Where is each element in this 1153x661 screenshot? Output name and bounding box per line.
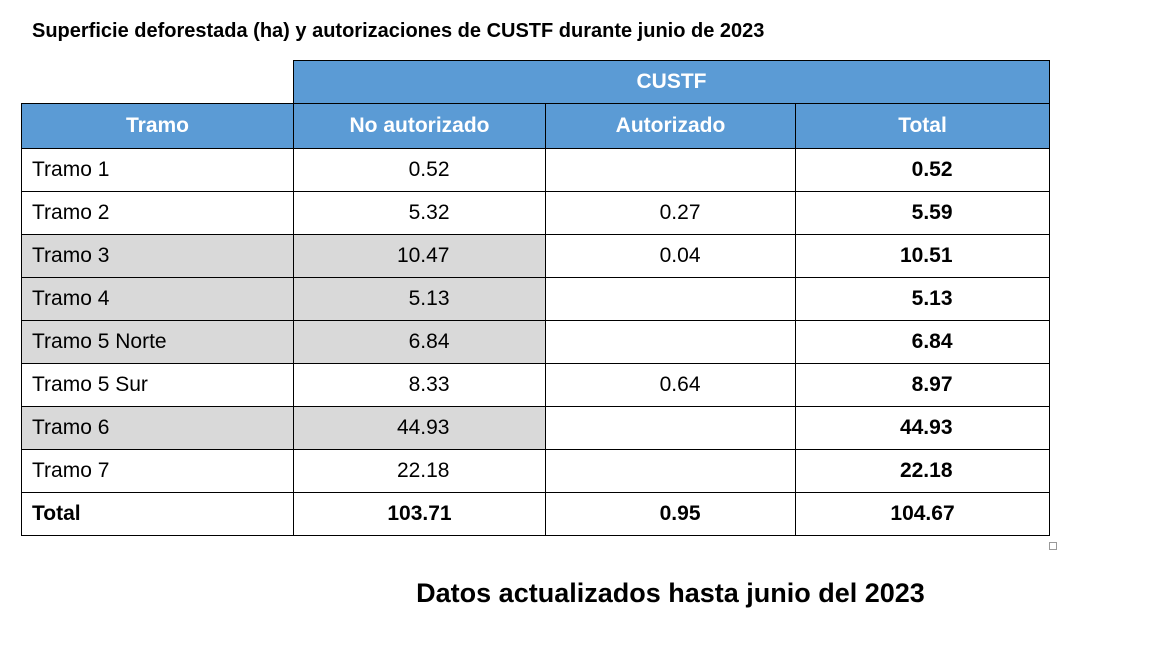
cell-total: 44.93 bbox=[794, 406, 1051, 450]
cell-tramo: Tramo 5 Sur bbox=[21, 363, 294, 407]
table-row: Tramo 7 22.18 22.18 bbox=[21, 449, 1051, 493]
value-total: 10.51 bbox=[899, 244, 953, 267]
cell-autorizado: 0.27 bbox=[545, 191, 796, 235]
cell-tramo: Tramo 2 bbox=[21, 191, 294, 235]
cell-tramo: Tramo 4 bbox=[21, 277, 294, 321]
column-header-no-autorizado: No autorizado bbox=[293, 103, 546, 149]
column-header-autorizado: Autorizado bbox=[545, 103, 796, 149]
value-total: 5.59 bbox=[911, 201, 953, 224]
table-row: Tramo 5 Sur 8.33 0.64 8.97 bbox=[21, 363, 1051, 407]
cell-total: 10.51 bbox=[794, 234, 1051, 278]
value-no-autorizado: 5.13 bbox=[408, 287, 450, 310]
cell-no-autorizado: 8.33 bbox=[293, 363, 546, 407]
group-header-row: CUSTF bbox=[21, 60, 1051, 104]
cell-no-autorizado: 22.18 bbox=[293, 449, 546, 493]
total-autorizado: 0.95 bbox=[545, 492, 796, 536]
value-no-autorizado: 6.84 bbox=[408, 330, 450, 353]
cell-tramo: Tramo 3 bbox=[21, 234, 294, 278]
cell-total: 22.18 bbox=[794, 449, 1051, 493]
value-autorizado: 0.64 bbox=[659, 373, 701, 396]
value-no-autorizado: 8.33 bbox=[408, 373, 450, 396]
column-header-tramo: Tramo bbox=[21, 103, 294, 149]
value-no-autorizado: 22.18 bbox=[396, 459, 450, 482]
cell-tramo: Tramo 6 bbox=[21, 406, 294, 450]
value-no-autorizado: 10.47 bbox=[396, 244, 450, 267]
value-total: 0.52 bbox=[911, 158, 953, 181]
total-total-value: 104.67 bbox=[890, 502, 955, 525]
footnote: Datos actualizados hasta junio del 2023 bbox=[416, 578, 925, 608]
value-total: 22.18 bbox=[899, 459, 953, 482]
cell-no-autorizado: 5.32 bbox=[293, 191, 546, 235]
cell-total: 5.13 bbox=[794, 277, 1051, 321]
value-autorizado: 0.04 bbox=[659, 244, 701, 267]
cell-no-autorizado: 44.93 bbox=[293, 406, 546, 450]
value-total: 6.84 bbox=[911, 330, 953, 353]
cell-total: 0.52 bbox=[794, 148, 1051, 192]
total-label: Total bbox=[21, 492, 294, 536]
table-row: Tramo 3 10.47 0.04 10.51 bbox=[21, 234, 1051, 278]
cell-autorizado: 0.04 bbox=[545, 234, 796, 278]
table-row: Tramo 6 44.93 44.93 bbox=[21, 406, 1051, 450]
table-row: Tramo 1 0.52 0.52 bbox=[21, 148, 1051, 192]
deforestation-table: CUSTF Tramo No autorizado Autorizado Tot… bbox=[21, 60, 1051, 536]
table-body: Tramo 1 0.52 0.52 Tramo 2 5.32 0.27 5.59 Tramo … bbox=[21, 148, 1051, 536]
column-header-row: Tramo No autorizado Autorizado Total bbox=[21, 103, 1051, 149]
cell-no-autorizado: 10.47 bbox=[293, 234, 546, 278]
cell-tramo: Tramo 7 bbox=[21, 449, 294, 493]
total-autorizado-value: 0.95 bbox=[659, 502, 701, 525]
total-no-autorizado: 103.71 bbox=[293, 492, 546, 536]
table-title: Superficie deforestada (ha) y autorizaci… bbox=[32, 20, 765, 42]
value-total: 5.13 bbox=[911, 287, 953, 310]
value-no-autorizado: 44.93 bbox=[396, 416, 450, 439]
table-row: Tramo 5 Norte 6.84 6.84 bbox=[21, 320, 1051, 364]
cell-autorizado: 0.64 bbox=[545, 363, 796, 407]
cell-total: 6.84 bbox=[794, 320, 1051, 364]
cell-total: 8.97 bbox=[794, 363, 1051, 407]
cell-tramo: Tramo 5 Norte bbox=[21, 320, 294, 364]
empty-corner-cell bbox=[21, 60, 294, 104]
cell-autorizado bbox=[545, 277, 796, 321]
cell-no-autorizado: 6.84 bbox=[293, 320, 546, 364]
total-total: 104.67 bbox=[794, 492, 1051, 536]
table-row: Tramo 2 5.32 0.27 5.59 bbox=[21, 191, 1051, 235]
custf-group-header: CUSTF bbox=[292, 60, 1051, 104]
cell-autorizado bbox=[545, 449, 796, 493]
value-no-autorizado: 0.52 bbox=[408, 158, 450, 181]
value-total: 44.93 bbox=[899, 416, 953, 439]
cell-no-autorizado: 0.52 bbox=[293, 148, 546, 192]
table-resize-handle[interactable] bbox=[1049, 542, 1057, 550]
cell-autorizado bbox=[545, 320, 796, 364]
total-row: Total 103.71 0.95 104.67 bbox=[21, 492, 1051, 536]
value-total: 8.97 bbox=[911, 373, 953, 396]
cell-no-autorizado: 5.13 bbox=[293, 277, 546, 321]
value-no-autorizado: 5.32 bbox=[408, 201, 450, 224]
cell-autorizado bbox=[545, 406, 796, 450]
cell-total: 5.59 bbox=[794, 191, 1051, 235]
cell-tramo: Tramo 1 bbox=[21, 148, 294, 192]
value-autorizado: 0.27 bbox=[659, 201, 701, 224]
cell-autorizado bbox=[545, 148, 796, 192]
column-header-total: Total bbox=[794, 103, 1051, 149]
total-no-autorizado-value: 103.71 bbox=[387, 502, 452, 525]
table-row: Tramo 4 5.13 5.13 bbox=[21, 277, 1051, 321]
